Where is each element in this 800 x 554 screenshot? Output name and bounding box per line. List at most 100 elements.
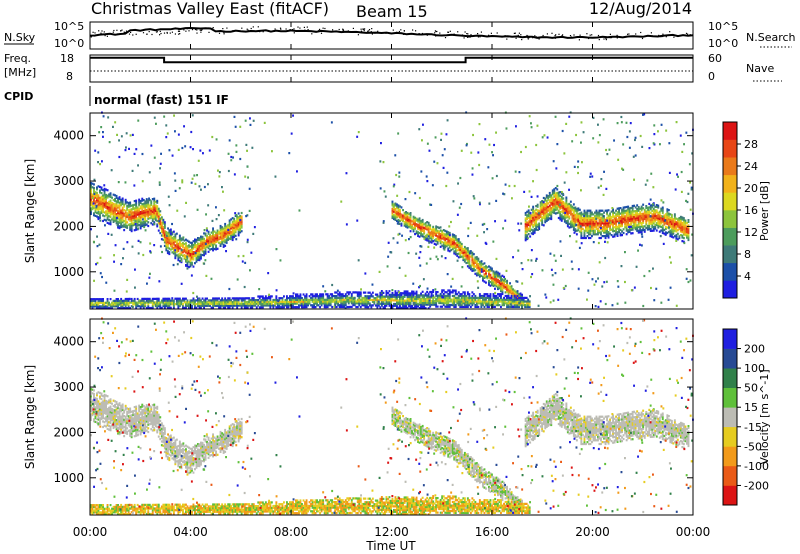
nsearch-point	[130, 31, 132, 33]
power-cell	[97, 301, 100, 304]
nsearch-point	[194, 28, 197, 31]
power-cell	[533, 215, 536, 218]
power-cell	[669, 218, 672, 221]
power-cell	[627, 231, 630, 234]
power-cell	[185, 242, 187, 245]
nsearch-point	[124, 31, 126, 34]
power-cell	[215, 246, 218, 249]
power-cell	[370, 298, 373, 302]
power-cell	[472, 260, 475, 263]
power-cell	[175, 245, 178, 248]
power-cell	[126, 208, 129, 211]
power-cell	[604, 226, 607, 229]
power-cell	[218, 236, 221, 239]
power-cell	[165, 297, 168, 300]
power-cell	[658, 225, 661, 228]
power-cell	[544, 221, 547, 224]
power-cell	[491, 280, 493, 283]
power-cell	[530, 214, 533, 217]
power-cell	[409, 215, 412, 218]
power-cell	[175, 250, 178, 253]
power-cell	[592, 216, 595, 220]
power-cell	[610, 221, 613, 224]
power-cell	[463, 258, 466, 261]
power-cell	[349, 298, 352, 301]
power-cell	[568, 202, 571, 206]
power-cell	[415, 224, 418, 228]
power-cell	[409, 222, 412, 226]
power-cell	[604, 224, 607, 227]
power-cell	[356, 298, 359, 301]
power-cell	[457, 296, 460, 300]
power-cell	[506, 304, 509, 307]
power-cell	[230, 304, 233, 307]
power-cell	[284, 300, 287, 303]
nsearch-point	[467, 36, 469, 38]
power-cell	[194, 303, 196, 306]
power-cell	[257, 304, 260, 307]
power-cell	[178, 243, 181, 246]
power-cell	[669, 229, 672, 232]
power-cell	[200, 304, 202, 308]
power-cell	[123, 307, 126, 310]
power-cell	[585, 227, 587, 231]
power-cell	[682, 222, 685, 225]
nsearch-point	[104, 35, 106, 37]
power-cell	[108, 303, 111, 306]
power-cell	[212, 304, 215, 307]
power-cell	[563, 202, 566, 205]
power-cell	[492, 304, 495, 307]
power-cell	[237, 230, 240, 233]
power-cell	[183, 250, 186, 253]
power-cell	[687, 220, 690, 224]
power-cell	[442, 232, 445, 235]
power-cell	[672, 227, 675, 230]
power-cell	[655, 205, 658, 209]
power-cell	[90, 196, 92, 199]
power-cell	[463, 293, 466, 296]
power-cell	[670, 213, 673, 217]
power-cell	[580, 233, 583, 236]
power-cell	[292, 295, 294, 298]
power-cell	[532, 229, 535, 232]
power-cell	[403, 222, 406, 225]
power-cell	[177, 249, 180, 253]
power-cell	[91, 202, 94, 205]
power-cell	[127, 299, 130, 302]
power-cell	[127, 205, 130, 208]
power-cell	[111, 212, 114, 216]
power-cell	[243, 304, 246, 307]
power-cell	[501, 285, 504, 288]
power-cell	[105, 188, 108, 191]
power-cell	[408, 297, 411, 300]
power-cell	[99, 211, 101, 214]
power-cell	[634, 215, 637, 218]
nsearch-point	[303, 26, 305, 28]
power-cell	[403, 220, 406, 224]
power-cell	[400, 206, 403, 209]
power-cell	[210, 231, 213, 234]
power-cell	[168, 233, 171, 236]
power-cell	[633, 226, 636, 229]
power-cell	[612, 212, 615, 215]
power-cell	[120, 209, 123, 212]
power-cell	[501, 291, 504, 294]
power-cell	[682, 237, 685, 240]
power-cell	[516, 300, 519, 303]
freq-tick-top: 18	[60, 52, 74, 65]
power-cell	[444, 291, 447, 294]
power-cell	[469, 305, 472, 309]
power-cell	[624, 215, 627, 218]
power-cell	[400, 217, 403, 220]
power-cell	[571, 218, 574, 221]
power-cell	[406, 295, 409, 299]
power-cell	[427, 221, 430, 225]
power-cell	[91, 182, 94, 185]
power-cell	[302, 304, 305, 307]
power-cell	[197, 304, 199, 308]
power-cell	[651, 229, 654, 232]
power-cell	[236, 215, 239, 218]
power-cell	[219, 237, 222, 240]
power-cell	[460, 305, 463, 309]
power-cell	[622, 211, 625, 215]
